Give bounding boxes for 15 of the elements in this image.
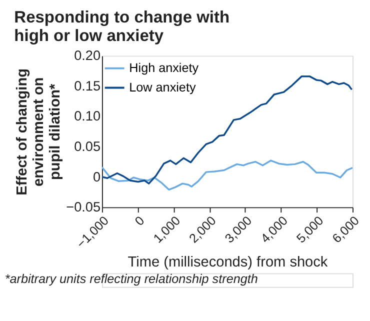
text: *arbitrary units reflecting relationship strength xyxy=(4,272,258,286)
x-tick-label: 0 xyxy=(132,214,148,228)
line-series xyxy=(102,75,353,184)
y-axis-title: Effect of changing environment on pupil dilation* xyxy=(14,68,64,196)
y-tick-label: 0.10 xyxy=(74,108,101,124)
legend-label: Low anxiety xyxy=(129,80,196,95)
y-tick-label: 0.20 xyxy=(74,48,101,64)
x-axis-title: Time (milliseconds) from shock xyxy=(128,254,328,271)
y-tick-label: 0 xyxy=(92,169,101,184)
y-tick-label: 0.15 xyxy=(74,78,101,94)
legend-label: High anxiety xyxy=(129,61,200,76)
chart-title: Responding to change with high or low anxiety xyxy=(14,8,230,46)
y-tick-label: −0.05 xyxy=(66,200,101,215)
y-tick-label: 0.05 xyxy=(74,138,101,154)
line-series xyxy=(102,160,353,191)
